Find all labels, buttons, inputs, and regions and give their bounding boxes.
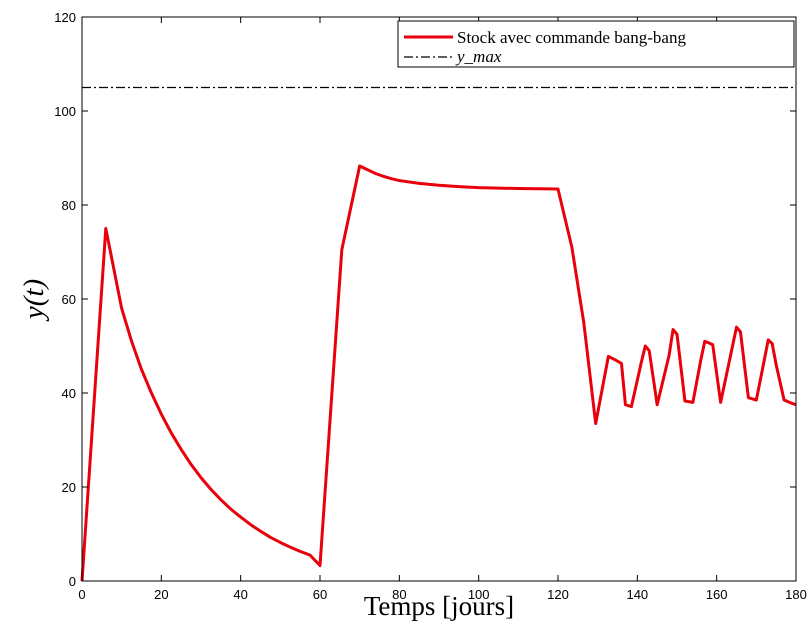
series-line-stock: [80, 164, 797, 582]
x-tick-label: 120: [547, 587, 569, 602]
legend-label-ymax: y_max: [455, 47, 502, 66]
y-tick-label: 80: [62, 198, 76, 213]
x-tick-label: 140: [626, 587, 648, 602]
y-tick-label: 0: [69, 574, 76, 589]
y-axis-label: y(t): [18, 279, 50, 322]
plot-lines: [80, 86, 797, 582]
y-tick-label: 100: [54, 104, 76, 119]
x-tick-label: 40: [233, 587, 247, 602]
y-tick-label: 20: [62, 480, 76, 495]
x-tick-label: 100: [468, 587, 490, 602]
x-tick-label: 180: [785, 587, 807, 602]
x-tick-label: 160: [706, 587, 728, 602]
x-tick-label: 80: [392, 587, 406, 602]
y-tick-label: 120: [54, 10, 76, 25]
legend-label-stock: Stock avec commande bang-bang: [457, 28, 686, 47]
legend: Stock avec commande bang-bang y_max: [397, 20, 795, 68]
legend-box: [397, 20, 795, 68]
x-tick-label: 20: [154, 587, 168, 602]
x-tick-label: 0: [78, 587, 85, 602]
x-axis-label: Temps [jours]: [364, 591, 514, 621]
axis-ticks: 0 20 40 60 80 100 120 140 160 180 0 20 40 60 80 100 120: [54, 10, 807, 602]
y-tick-label: 60: [62, 292, 76, 307]
x-tick-label: 60: [313, 587, 327, 602]
plot-area-frame: [81, 16, 797, 582]
y-tick-label: 40: [62, 386, 76, 401]
